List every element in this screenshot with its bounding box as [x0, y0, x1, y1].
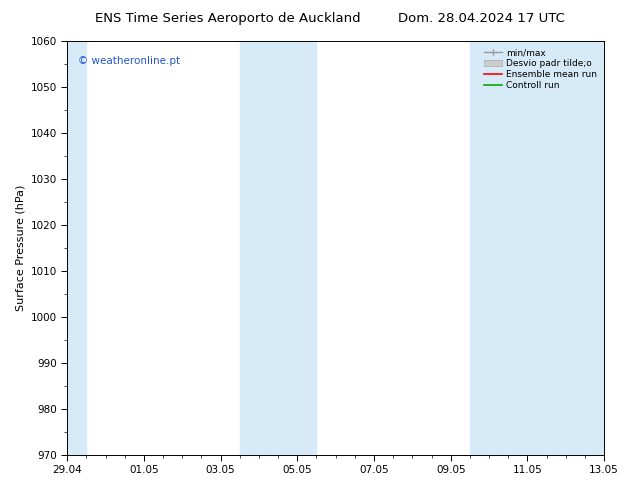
Text: Dom. 28.04.2024 17 UTC: Dom. 28.04.2024 17 UTC [398, 12, 566, 25]
Bar [67, 41, 86, 455]
Y-axis label: Surface Pressure (hPa): Surface Pressure (hPa) [15, 185, 25, 311]
Bar [240, 41, 316, 455]
Legend: min/max, Desvio padr tilde;o, Ensemble mean run, Controll run: min/max, Desvio padr tilde;o, Ensemble m… [482, 46, 600, 93]
Text: © weatheronline.pt: © weatheronline.pt [78, 55, 180, 66]
Text: ENS Time Series Aeroporto de Auckland: ENS Time Series Aeroporto de Auckland [96, 12, 361, 25]
Bar [470, 41, 604, 455]
